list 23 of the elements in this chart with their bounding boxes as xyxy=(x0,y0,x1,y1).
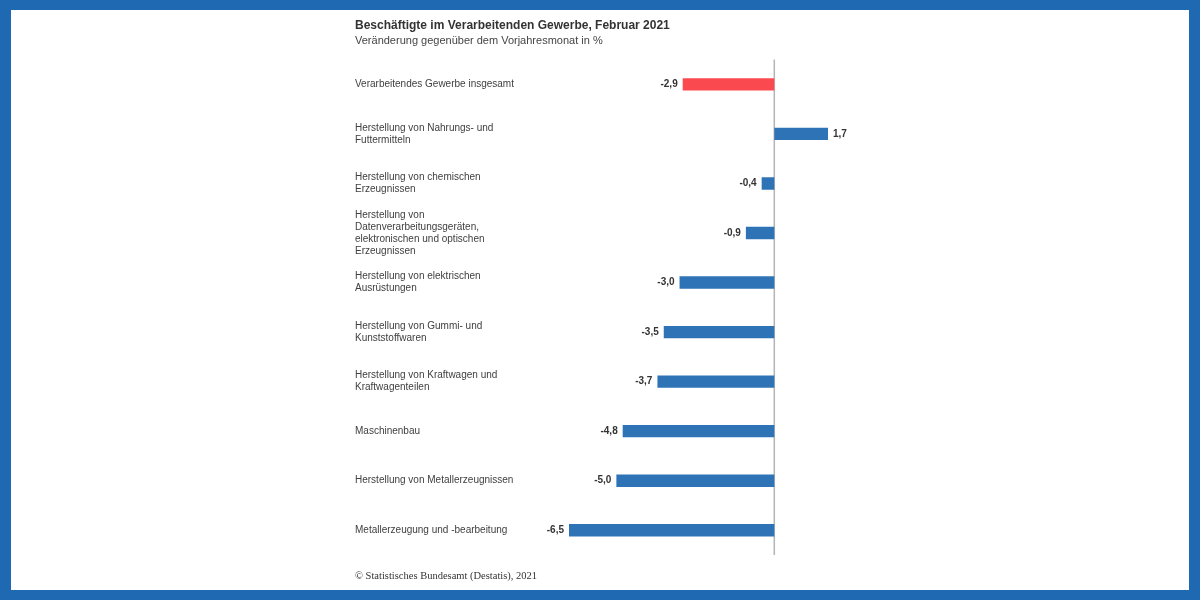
text: Veränderung gegenüber dem Vorjahresmonat in % xyxy=(355,34,603,47)
data-label: -4,8 xyxy=(600,424,619,436)
y-tick-label: Herstellung von chemischen Erzeugnissen xyxy=(355,171,481,195)
data-label: -3,5 xyxy=(641,325,660,337)
y-tick-label: Herstellung von elektrischen Ausrüstungen xyxy=(355,270,481,294)
y-tick-label: Herstellung von Metallerzeugnissen xyxy=(355,474,514,486)
y-tick-label: Herstellung von Nahrungs- und Futtermitteln xyxy=(355,121,494,145)
y-tick-label: Maschinenbau xyxy=(355,424,421,436)
y-tick-label: Verarbeitendes Gewerbe insgesamt xyxy=(355,78,515,90)
data-label: -0,4 xyxy=(739,177,758,189)
y-tick-label: Herstellung von Gummi- und Kunststoffwaren xyxy=(355,319,483,343)
data-label: -3,7 xyxy=(635,375,653,387)
y-tick-label: Metallerzeugung und -bearbeitung xyxy=(355,523,508,535)
text: © Statistisches Bundesamt (Destatis), 2021 xyxy=(355,570,538,581)
data-label: 1,7 xyxy=(833,127,848,139)
y-tick-label: Herstellung von Kraftwagen und Kraftwagenteilen xyxy=(355,369,498,393)
data-label: -5,0 xyxy=(594,474,612,486)
data-label: -0,9 xyxy=(723,226,742,238)
data-label: -6,5 xyxy=(546,523,565,535)
chart-title: Beschäftigte im Verarbeitenden Gewerbe, Februar 2021 xyxy=(355,17,671,32)
y-tick-label: Herstellung von Datenverarbeitungsgeräten, elektronischen und optischen Erzeugnissen xyxy=(355,208,485,256)
data-label: -3,0 xyxy=(657,276,675,288)
data-label: -2,9 xyxy=(660,78,679,90)
